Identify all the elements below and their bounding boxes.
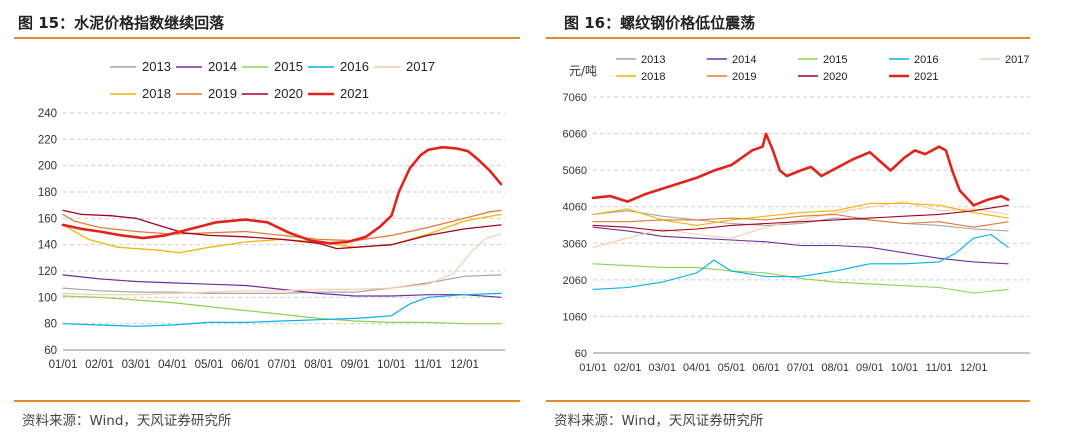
legend-label-2020: 2020	[823, 71, 847, 83]
y-tick-label: 200	[38, 161, 57, 173]
figure-16-title: 图 16：螺纹钢价格低位震荡	[564, 14, 756, 32]
x-tick-label: 05/01	[195, 359, 224, 371]
legend-label-2017: 2017	[406, 59, 435, 74]
legend-label-2013: 2013	[641, 54, 665, 66]
x-tick-label: 12/01	[960, 362, 988, 374]
legend-label-2017: 2017	[1005, 54, 1029, 66]
x-tick-label: 06/01	[752, 362, 780, 374]
source-rule	[546, 400, 1030, 402]
x-tick-label: 11/01	[414, 359, 442, 371]
legend-label-2018: 2018	[142, 86, 171, 101]
title-rule	[14, 37, 520, 39]
series-line-2015	[62, 295, 502, 325]
legend-label-2019: 2019	[732, 71, 756, 83]
y-tick-label: 80	[44, 319, 57, 331]
legend-label-2021: 2021	[914, 71, 938, 83]
x-tick-label: 02/01	[85, 359, 114, 371]
y-tick-label: 140	[38, 240, 57, 252]
series-line-2016	[592, 233, 1009, 290]
source-rule	[14, 400, 520, 402]
legend-label-2015: 2015	[823, 54, 847, 66]
figure-15-source: 资料来源：Wind，天风证券研究所	[22, 413, 232, 429]
legend-label-2019: 2019	[208, 86, 237, 101]
x-tick-label: 08/01	[821, 362, 849, 374]
title-rule	[546, 37, 1030, 39]
y-unit-label: 元/吨	[569, 64, 597, 78]
y-tick-label: 4060	[563, 202, 587, 214]
series-line-2017	[592, 201, 1009, 248]
y-tick-label: 120	[38, 266, 57, 278]
legend-label-2014: 2014	[732, 54, 756, 66]
y-tick-label: 160	[38, 213, 57, 225]
x-tick-label: 10/01	[891, 362, 919, 374]
rebar-price-line-chart: 60 1060 2060 3060 4060 5060 6060 7060 01/01 02/01…	[563, 54, 1030, 374]
y-tick-label: 6060	[563, 129, 587, 141]
series-line-2014	[592, 226, 1009, 265]
series-line-2013	[62, 274, 502, 294]
y-tick-label: 60	[44, 345, 57, 357]
x-tick-label: 12/01	[450, 359, 479, 371]
y-tick-label: 3060	[563, 238, 587, 250]
legend-label-2016: 2016	[914, 54, 938, 66]
legend-label-2016: 2016	[340, 59, 369, 74]
y-tick-label: 220	[38, 134, 57, 146]
series-line-2013	[592, 210, 1009, 232]
x-tick-label: 07/01	[268, 359, 297, 371]
series-line-2020	[62, 209, 502, 250]
x-tick-label: 04/01	[683, 362, 711, 374]
x-tick-label: 08/01	[304, 359, 333, 371]
legend-label-2021: 2021	[340, 86, 369, 101]
y-tick-label: 1060	[563, 311, 587, 323]
series-line-2020	[592, 204, 1009, 232]
legend-label-2020: 2020	[274, 86, 303, 101]
y-tick-label: 5060	[563, 165, 587, 177]
y-tick-label: 2060	[563, 275, 587, 287]
series-line-2021	[61, 145, 503, 245]
legend-label-2014: 2014	[208, 59, 237, 74]
x-tick-label: 01/01	[49, 359, 78, 371]
legend-label-2018: 2018	[641, 71, 665, 83]
cement-index-line-chart: 60 80 100 120 140 160 180 200 220 240 01/01 02/01 03…	[38, 59, 505, 371]
x-tick-label: 07/01	[787, 362, 815, 374]
x-tick-label: 10/01	[377, 359, 406, 371]
legend-label-2015: 2015	[274, 59, 303, 74]
x-tick-label: 02/01	[614, 362, 642, 374]
x-tick-label: 09/01	[341, 359, 370, 371]
y-tick-label: 60	[575, 348, 587, 360]
x-tick-label: 09/01	[856, 362, 884, 374]
y-tick-label: 100	[38, 292, 57, 304]
y-tick-label: 180	[38, 187, 57, 199]
x-tick-label: 05/01	[718, 362, 746, 374]
x-tick-label: 11/01	[926, 362, 953, 374]
x-tick-label: 01/01	[579, 362, 607, 374]
x-tick-label: 03/01	[122, 359, 151, 371]
series-line-2018	[62, 213, 502, 254]
x-tick-label: 03/01	[648, 362, 676, 374]
series-line-2019	[592, 213, 1009, 228]
y-tick-label: 240	[38, 108, 57, 120]
series-line-2021	[591, 132, 1010, 207]
series-line-2019	[62, 209, 502, 242]
series-line-2017	[62, 233, 502, 296]
x-tick-label: 04/01	[158, 359, 187, 371]
figure-16-source: 资料来源：Wind，天风证券研究所	[554, 413, 764, 429]
series-line-2015	[592, 263, 1009, 294]
series-line-2014	[62, 274, 502, 298]
legend-label-2013: 2013	[142, 59, 171, 74]
figure-15-title: 图 15：水泥价格指数继续回落	[18, 14, 225, 32]
x-tick-label: 06/01	[231, 359, 260, 371]
series-line-2016	[62, 292, 502, 327]
y-tick-label: 7060	[563, 92, 587, 104]
